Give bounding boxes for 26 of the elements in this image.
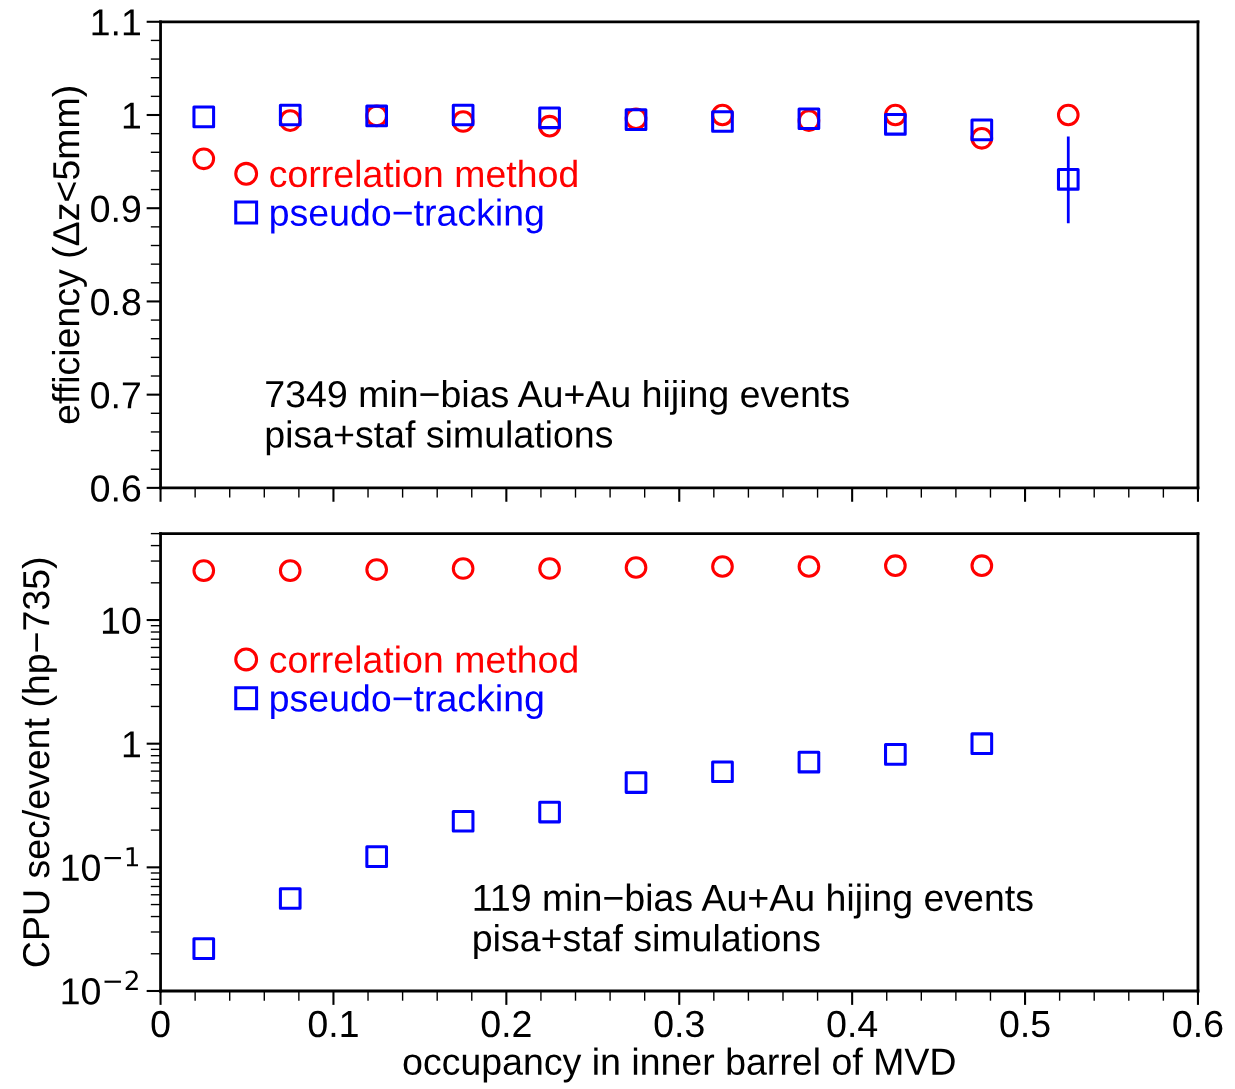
y-tick-label: 10$^{−1}$ xyxy=(62,847,139,882)
x-tick-label: 0.6 xyxy=(1173,1010,1223,1038)
y-axis-title: CPU sec/event (hp−735) xyxy=(21,558,57,967)
legend-label: correlation method xyxy=(270,159,577,188)
y-tick-label: 1.1 xyxy=(92,9,140,36)
annotation: 119 min−bias Au+Au hijing events pisa+staf simulations xyxy=(474,883,1033,959)
legend-label: pseudo−tracking xyxy=(271,198,543,234)
annotation: 7349 min−bias Au+Au hijing events pisa+staf simulations xyxy=(266,379,849,456)
x-tick-label: 0.1 xyxy=(308,1010,358,1038)
y-tick-label: 0.6 xyxy=(91,475,141,502)
y-axis-title: efficiency (Δz<5mm) xyxy=(51,87,87,424)
x-tick-label: 0 xyxy=(151,1010,170,1038)
x-tick-label: 0.2 xyxy=(481,1010,531,1038)
y-tick-label: 1 xyxy=(123,102,140,129)
y-tick-label: 0.9 xyxy=(91,195,141,223)
y-tick-label: 10$^{−2}$ xyxy=(62,970,138,1005)
x-tick-label: 0.3 xyxy=(654,1010,704,1038)
y-tick-label: 0.7 xyxy=(91,382,140,409)
y-tick-label: 1 xyxy=(123,731,140,758)
y-tick-label: 0.8 xyxy=(91,288,141,316)
x-tick-label: 0.4 xyxy=(827,1010,878,1038)
x-axis-title: occupancy in inner barrel of MVD xyxy=(403,1047,955,1083)
y-tick-label: 10 xyxy=(102,607,141,634)
legend-label: correlation method xyxy=(270,645,577,673)
x-tick-label: 0.5 xyxy=(1000,1010,1050,1038)
legend-label: pseudo−tracking xyxy=(271,684,543,720)
